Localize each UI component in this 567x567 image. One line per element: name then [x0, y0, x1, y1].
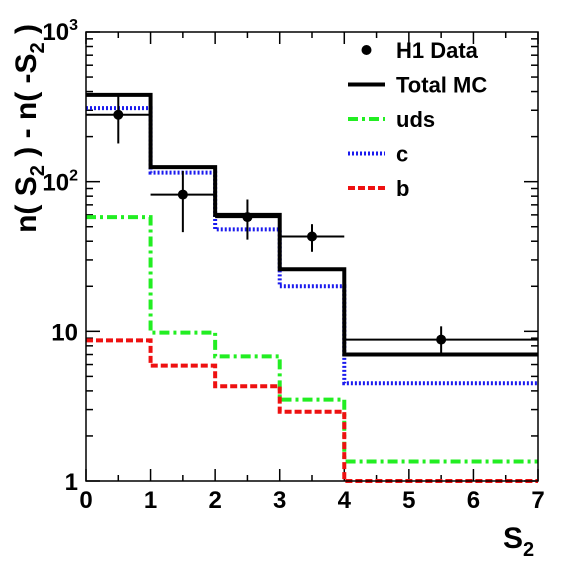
- y-tick-label: 10: [51, 319, 78, 346]
- legend-label: b: [396, 176, 409, 201]
- data-points: [86, 93, 538, 353]
- data-marker: [113, 109, 124, 120]
- x-tick-label: 2: [208, 487, 221, 514]
- data-marker: [307, 231, 317, 242]
- legend-entry: uds: [348, 107, 435, 132]
- data-point: [279, 224, 345, 252]
- series-line-b: [86, 338, 538, 483]
- x-tick-label: 1: [144, 487, 157, 514]
- data-marker: [436, 334, 447, 345]
- legend: H1 Data Total MC uds cb: [348, 38, 487, 201]
- x-tick-label: 0: [79, 487, 92, 514]
- legend-entry: b: [348, 176, 409, 201]
- legend-label: c: [396, 142, 408, 167]
- y-axis-label: n( S2 ) - n( -S2 ): [10, 24, 49, 233]
- legend-entry: c: [348, 142, 408, 167]
- legend-entry: H1 Data: [361, 38, 479, 63]
- data-marker: [177, 189, 188, 200]
- y-tick-label: 102: [42, 168, 78, 197]
- x-axis-label: S2: [503, 522, 534, 561]
- data-point: [86, 93, 151, 144]
- data-point: [344, 326, 538, 353]
- y-tick-label: 103: [42, 17, 78, 46]
- plot-frame: [85, 31, 539, 482]
- x-tick-label: 6: [467, 487, 480, 514]
- legend-label: H1 Data: [396, 38, 479, 63]
- legend-label: uds: [396, 107, 435, 132]
- legend-marker: [361, 45, 372, 55]
- legend-entry: Total MC: [348, 73, 487, 98]
- data-point: [150, 170, 216, 233]
- legend-label: Total MC: [396, 73, 487, 98]
- x-tick-label: 4: [338, 487, 352, 514]
- x-tick-label: 3: [273, 487, 286, 514]
- data-marker: [242, 212, 253, 223]
- series-line-uds: [86, 215, 538, 464]
- x-tick-label: 5: [402, 487, 415, 514]
- y-tick-label: 1: [65, 469, 78, 496]
- data-point: [215, 199, 280, 240]
- x-tick-label: 7: [531, 487, 544, 514]
